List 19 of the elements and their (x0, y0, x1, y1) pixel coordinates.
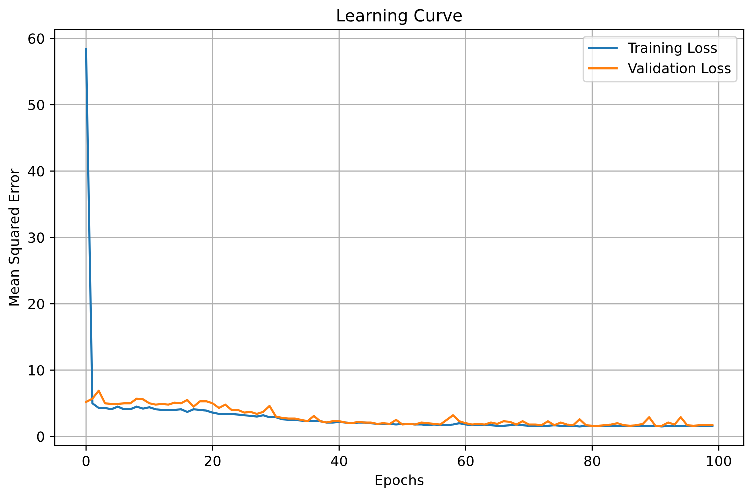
y-tick-label: 0 (37, 432, 44, 442)
legend-label: Training Loss (628, 42, 718, 56)
y-tick-label: 20 (28, 298, 44, 310)
x-tick-label: 0 (82, 456, 90, 466)
x-tick-label: 20 (205, 456, 221, 466)
y-tick-label: 40 (28, 166, 44, 177)
x-tick-label: 40 (331, 456, 348, 466)
y-tick-label: 30 (28, 232, 44, 244)
x-tick-label: 80 (584, 456, 600, 466)
legend-label: Validation Loss (628, 62, 731, 74)
chart-title: Learning Curve (338, 9, 462, 26)
x-axis-title: Epochs (376, 474, 424, 488)
x-tick-label: 60 (458, 456, 474, 466)
x-tick-label: 100 (707, 456, 732, 466)
y-tick-label: 50 (28, 100, 44, 110)
y-tick-label: 10 (29, 365, 44, 376)
y-axis-title: Mean Squared Error (8, 168, 22, 306)
y-tick-label: 60 (28, 34, 44, 44)
line-series (85, 390, 714, 428)
